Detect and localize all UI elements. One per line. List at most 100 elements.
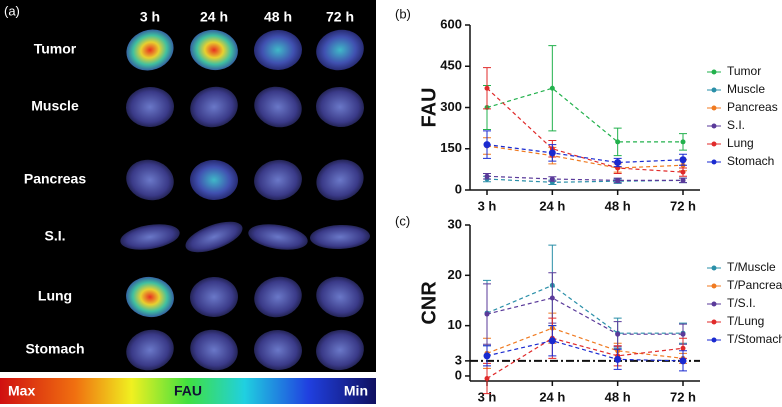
series-line [486,145,684,169]
legend-marker [711,159,717,165]
legend-label: T/Lung [727,314,764,328]
tissue-image [190,86,238,128]
legend-marker [711,123,717,129]
x-tick-label: 3 h [478,198,497,213]
panel-label: (b) [395,6,411,21]
y-tick-label: 30 [448,216,462,231]
data-point [680,139,686,145]
tissue-image [310,224,370,250]
legend-label: T/Pancreas [727,278,782,292]
x-tick-label: 72 h [670,198,696,213]
panel-label: (a) [4,3,20,18]
y-tick-label: 20 [448,267,462,282]
data-point [615,331,621,337]
column-header: 48 h [264,9,292,25]
y-tick-label: 150 [440,140,462,155]
data-point [549,176,555,182]
legend-label: T/Muscle [727,260,776,274]
tissue-image [190,276,238,318]
tissue-image [254,159,302,201]
row-label: Stomach [25,341,84,357]
data-point [484,173,490,179]
legend-marker [711,301,717,307]
data-point [679,156,687,164]
legend-label: Pancreas [727,100,778,114]
series-line [486,175,683,181]
data-point [484,85,490,91]
legend-marker [711,337,717,343]
tissue-image [185,221,243,253]
column-header: 3 h [140,9,160,25]
y-axis-label: FAU [418,88,440,128]
legend-label: T/Stomach [727,332,782,346]
data-point [548,337,556,345]
tissue-image [126,29,174,71]
y-tick-label: 3 [455,352,462,367]
colorbar-max: Max [8,383,35,399]
tissue-image [126,159,174,201]
tissue-image [316,159,364,201]
panel-label: (c) [395,213,410,228]
row-label: S.I. [44,228,65,244]
series-line [486,87,684,173]
legend-label: S.I. [727,118,745,132]
tissue-image [190,329,238,371]
column-header: 72 h [326,9,354,25]
tissue-image [254,86,302,128]
series-line [486,144,684,164]
colorbar-min: Min [344,383,368,399]
legend-label: Tumor [727,64,761,78]
tissue-image [254,29,302,71]
series-line [486,297,683,335]
data-point [614,159,622,166]
row-label: Muscle [31,98,79,114]
x-tick-label: 48 h [605,389,631,404]
tissue-image [254,329,302,371]
tissue-image [126,276,174,318]
legend-marker [711,319,717,325]
x-tick-label: 24 h [539,389,565,404]
tissue-image [126,86,174,128]
data-point [615,177,621,183]
y-tick-label: 300 [440,99,462,114]
y-tick-label: 450 [440,58,462,73]
legend-label: Stomach [727,154,774,168]
x-tick-label: 48 h [605,198,631,213]
data-point [679,357,687,365]
series-line [486,340,684,362]
data-point [615,139,621,145]
data-point [680,331,686,337]
y-tick-label: 0 [455,367,462,382]
data-point [483,352,491,360]
legend-marker [711,141,717,147]
legend-marker [711,69,717,75]
colorbar [0,378,376,404]
series-line [486,284,683,334]
row-label: Lung [38,288,72,304]
data-point [680,169,686,175]
legend-marker [711,265,717,271]
tissue-image [316,86,364,128]
data-point [680,177,686,183]
tissue-image [316,29,364,71]
x-tick-label: 72 h [670,389,696,404]
series-line [486,327,684,359]
tissue-image [190,159,238,201]
data-point [549,85,555,91]
legend-marker [711,87,717,93]
series-line [486,87,683,143]
y-tick-label: 600 [440,16,462,31]
colorbar-title: FAU [174,383,202,399]
data-point [484,311,490,317]
image-background [0,0,376,372]
tissue-image [120,224,180,250]
tissue-image [190,29,238,71]
x-tick-label: 24 h [539,198,565,213]
tissue-image [126,329,174,371]
legend-label: T/S.I. [727,296,756,310]
data-point [483,141,491,149]
legend-marker [711,283,717,289]
data-point [548,149,556,157]
x-tick-label: 3 h [478,389,497,404]
